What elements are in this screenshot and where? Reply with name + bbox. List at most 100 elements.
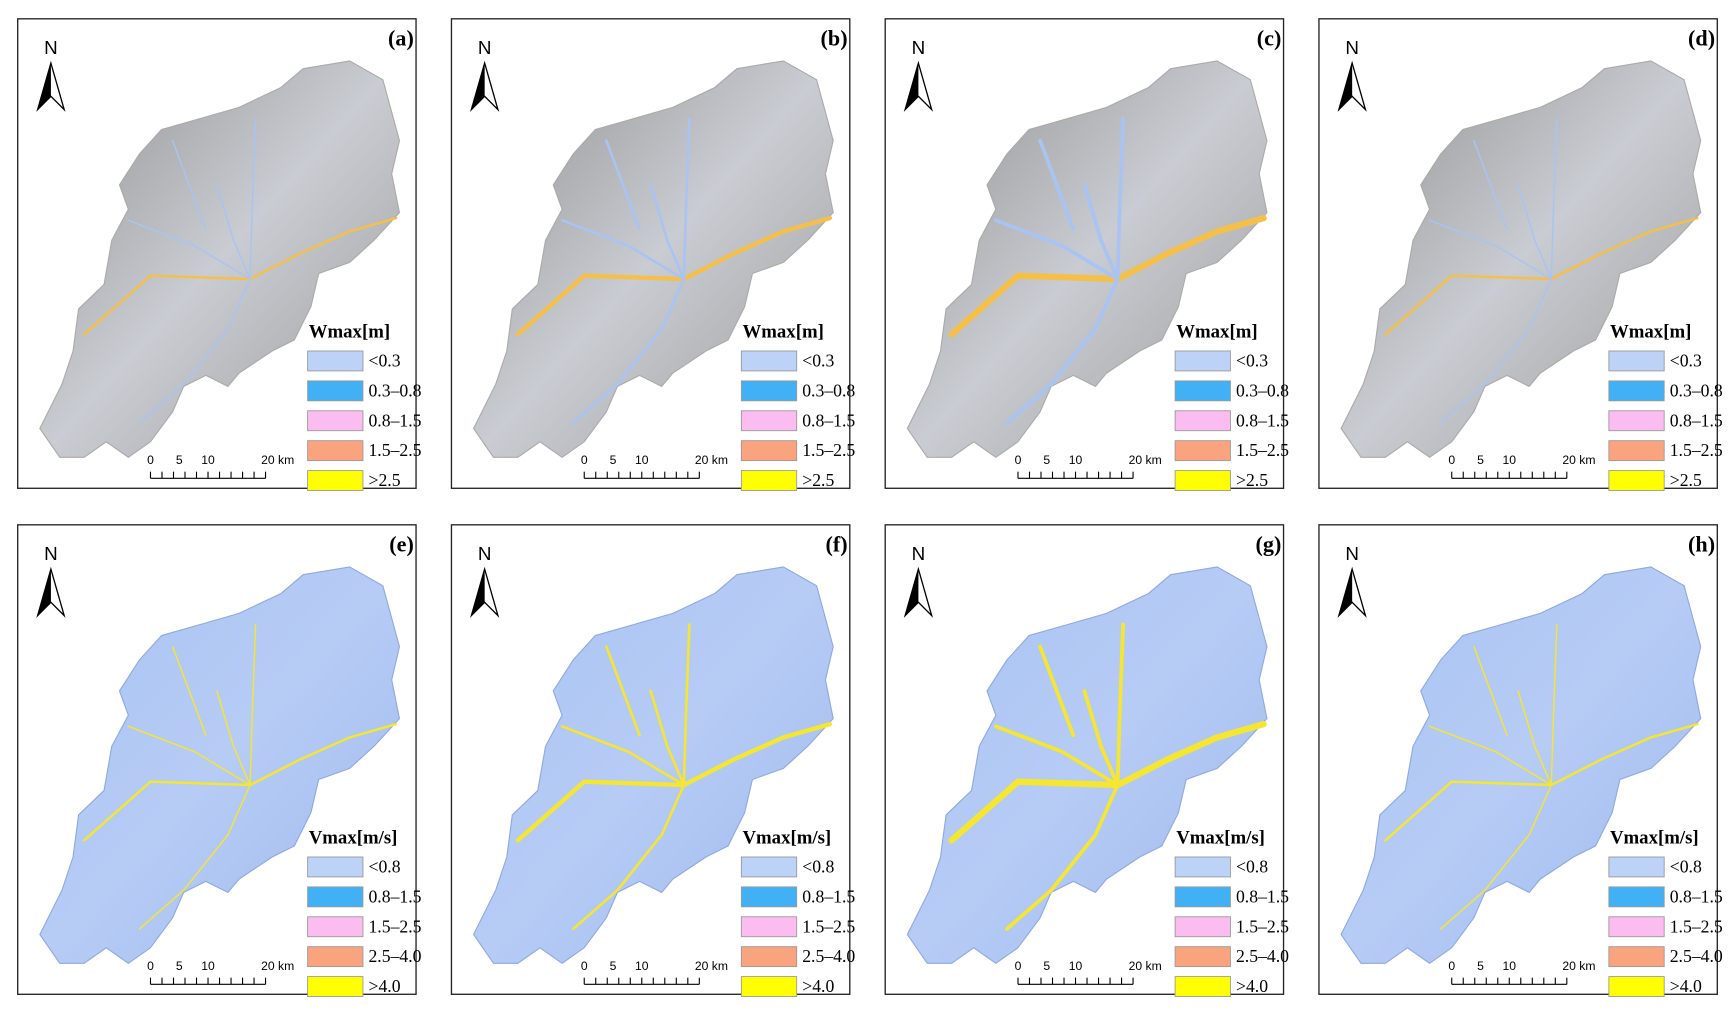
legend-swatch	[1608, 410, 1665, 432]
panel-label: (a)	[388, 25, 414, 50]
north-arrow-fill	[37, 63, 51, 110]
river	[605, 139, 641, 231]
legend-swatch	[1608, 350, 1665, 372]
legend-title: Vmax[m/s]	[309, 828, 398, 849]
river	[1005, 783, 1120, 931]
scale-label: 20 km	[695, 959, 728, 973]
scale-label: 5	[1477, 959, 1484, 973]
scale-label: 5	[1043, 453, 1050, 467]
watershed	[39, 566, 401, 964]
river	[948, 720, 1267, 844]
legend-swatch	[1174, 946, 1231, 968]
legend-swatch	[307, 886, 364, 908]
scale-label: 20 km	[1129, 959, 1162, 973]
panel-label: (g)	[1256, 531, 1282, 556]
river	[1384, 722, 1699, 842]
legend-swatch	[1174, 976, 1231, 997]
legend-label: 1.5–2.5	[1236, 440, 1289, 460]
map-panel: (d) N Wmax[m] <0.3 0.3–0.8 0.8–1.5 1.5–2.5 >2.5…	[1318, 18, 1723, 491]
scale-label: 20 km	[1129, 453, 1162, 467]
legend-swatch	[307, 350, 364, 372]
legend-label: 1.5–2.5	[1670, 916, 1723, 936]
legend-label: <0.8	[1236, 856, 1268, 876]
scale-label: 0	[1448, 959, 1455, 973]
legend-label: <0.3	[368, 350, 400, 370]
legend-label: 0.8–1.5	[802, 410, 855, 430]
panel-label: (b)	[821, 25, 848, 50]
panel-label: (f)	[825, 531, 847, 556]
legend-label: 2.5–4.0	[1670, 946, 1723, 966]
river	[1439, 278, 1553, 424]
scale-label: 10	[1503, 959, 1517, 973]
map-panel: (f) N Vmax[m/s] <0.8 0.8–1.5 1.5–2.5 2.5–4.0 >4…	[450, 524, 855, 997]
legend-label: <0.8	[368, 856, 400, 876]
north-label: N	[478, 543, 492, 564]
legend-label: <0.3	[1236, 350, 1268, 370]
scale-label: 5	[610, 959, 617, 973]
map-panel: (a) N Wmax[m] <0.3 0.3–0.8 0.8–1.5 1.5–2.5 >2.5…	[17, 18, 422, 491]
river	[1115, 622, 1125, 787]
legend-label: 0.8–1.5	[368, 886, 421, 906]
river	[1082, 183, 1120, 281]
legend-swatch	[740, 380, 798, 402]
legend-swatch	[307, 470, 364, 491]
river	[1038, 644, 1076, 738]
scale-label: 10	[635, 959, 649, 973]
legend-swatch	[307, 946, 364, 968]
legend-swatch	[740, 976, 798, 997]
scale-label: 20 km	[261, 959, 294, 973]
legend-swatch	[740, 886, 798, 908]
river	[1517, 690, 1553, 786]
watershed	[472, 60, 834, 458]
legend-label: 1.5–2.5	[368, 440, 421, 460]
legend-label: <0.3	[1670, 350, 1702, 370]
watershed	[472, 566, 834, 964]
river	[560, 725, 686, 787]
legend-label: 0.3–0.8	[1670, 380, 1723, 400]
watershed	[39, 60, 401, 458]
legend-swatch	[307, 916, 364, 938]
legend-swatch	[307, 410, 364, 432]
legend-label: 0.3–0.8	[368, 380, 421, 400]
legend-label: 2.5–4.0	[368, 946, 421, 966]
scale-label: 10	[1069, 959, 1083, 973]
north-label: N	[1345, 37, 1359, 58]
river	[1005, 277, 1120, 425]
legend-swatch	[1608, 856, 1665, 878]
river	[682, 117, 691, 281]
legend-title: Vmax[m/s]	[742, 828, 831, 849]
legend-swatch	[307, 856, 364, 878]
legend-swatch	[1174, 410, 1231, 432]
river	[171, 139, 207, 230]
scale-label: 0	[1015, 959, 1022, 973]
scale-label: 5	[1043, 959, 1050, 973]
legend-label: >4.0	[368, 976, 400, 996]
legend-swatch	[1608, 976, 1665, 997]
river	[1428, 219, 1553, 280]
legend-label: >4.0	[1670, 976, 1702, 996]
legend-swatch	[740, 410, 798, 432]
scale-label: 0	[147, 959, 154, 973]
river	[515, 215, 833, 337]
scale-label: 5	[176, 453, 183, 467]
legend-label: 0.8–1.5	[1236, 886, 1289, 906]
scale-label: 20 km	[1562, 453, 1595, 467]
legend-swatch	[740, 350, 798, 372]
north-label: N	[44, 543, 58, 564]
legend-swatch	[1174, 470, 1231, 491]
scale-label: 0	[1448, 453, 1455, 467]
north-arrow-fill	[905, 63, 919, 110]
legend-label: 0.3–0.8	[1236, 380, 1289, 400]
scale-label: 20 km	[1562, 959, 1595, 973]
legend-title: Vmax[m/s]	[1610, 828, 1699, 849]
river	[216, 690, 251, 786]
river	[948, 214, 1267, 338]
scale-label: 0	[581, 453, 588, 467]
legend-swatch	[1608, 440, 1665, 462]
legend-swatch	[1608, 886, 1665, 908]
legend-label: >4.0	[802, 976, 834, 996]
north-label: N	[44, 37, 58, 58]
river	[127, 725, 251, 786]
river	[515, 721, 833, 843]
